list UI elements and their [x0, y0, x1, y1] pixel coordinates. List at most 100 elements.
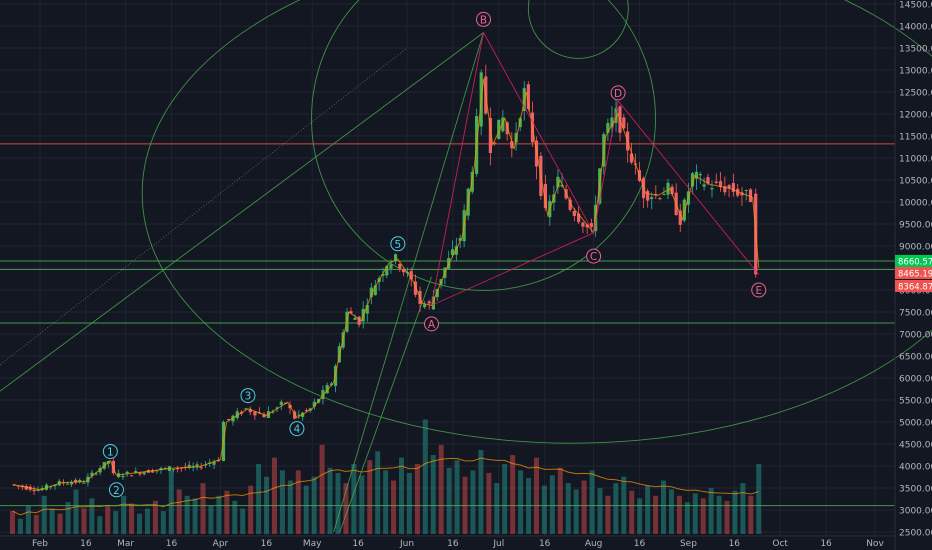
volume-bar [756, 463, 762, 534]
candle-body [365, 305, 369, 314]
x-tick-label: Feb [32, 539, 48, 549]
candle-body [718, 181, 723, 187]
candle-body [727, 185, 731, 189]
candle-body [325, 385, 329, 394]
candle-body [560, 184, 564, 187]
volume-bar [661, 480, 667, 534]
candle-body [470, 171, 474, 192]
volume-bar [216, 495, 222, 534]
y-tick-label: 14000.00 [899, 23, 932, 33]
candle-body [98, 468, 102, 473]
candle-body [646, 190, 650, 201]
candle-body [393, 254, 398, 262]
wave-label-text: 5 [395, 239, 402, 251]
volume-bar [399, 457, 405, 534]
wave-label-text: 2 [113, 485, 120, 497]
wave-label-circle [475, 11, 491, 27]
y-tick-label: 14500.00 [899, 1, 932, 11]
volume-bar [454, 460, 460, 534]
volume-bar [565, 483, 571, 534]
candle-body [142, 472, 146, 475]
volume-bar [73, 489, 79, 534]
volume-bar [581, 480, 587, 534]
fib-circle-small [527, 0, 629, 59]
volume-bars [9, 419, 762, 534]
wave-label-text: E [755, 285, 762, 297]
volume-bar [335, 472, 341, 534]
x-tick-label: 16 [166, 539, 178, 549]
candle-body [199, 467, 203, 469]
wave-label-text: C [590, 251, 597, 263]
price-axis[interactable]: 14500.00 14000.00 13500.00 13000.00 12500.00… [894, 0, 932, 550]
candle-body [70, 482, 74, 485]
candle-body [65, 483, 70, 485]
trend-drawings [0, 0, 932, 533]
candle-body [556, 176, 560, 188]
volume-bar [422, 419, 428, 534]
candle-body [24, 485, 28, 490]
candle-body [454, 246, 458, 255]
candle-body [333, 365, 338, 386]
candle-body [662, 194, 666, 196]
candle-body [622, 117, 626, 129]
volume-bar [541, 485, 547, 534]
candle-body [678, 210, 682, 225]
trend-line-2 [333, 32, 484, 533]
candle-body [349, 311, 353, 314]
wave-label-text: 4 [294, 424, 301, 436]
last-price-tag [895, 279, 932, 292]
candle-body [666, 182, 670, 195]
pattern-line [483, 32, 595, 234]
candle-body [744, 189, 748, 191]
candle-body [510, 141, 514, 149]
volume-bar [533, 457, 539, 534]
volume-bar [430, 455, 436, 534]
candle-body [493, 142, 497, 144]
candle-body [585, 224, 589, 228]
candle-body [670, 186, 674, 194]
candle-body [690, 173, 695, 187]
x-tick-label: May [303, 539, 322, 549]
volume-bar [494, 483, 500, 534]
x-tick-label: Mar [117, 539, 134, 549]
candle-body [227, 418, 231, 420]
candle-body [357, 316, 361, 325]
candle-body [94, 473, 98, 475]
y-tick-label: 6000.00 [899, 375, 932, 385]
candle-body [431, 296, 436, 310]
y-tick-label: 7500.00 [899, 309, 932, 319]
volume-bar [192, 498, 198, 534]
x-tick-label: 16 [447, 539, 459, 549]
volume-bar [152, 500, 158, 534]
fib-circle-top [311, 0, 656, 291]
candle-body [629, 153, 634, 163]
candle-body [271, 411, 275, 413]
candle-body [505, 122, 509, 135]
candle-body [710, 188, 714, 190]
y-tick-label: 3500.00 [899, 485, 932, 495]
candle-body [297, 414, 301, 416]
volume-bar [470, 470, 476, 534]
candle-body [121, 475, 125, 478]
candle-body [413, 281, 418, 295]
volume-bar [168, 470, 174, 534]
candle-body [212, 461, 216, 465]
volume-bar [708, 488, 714, 534]
y-tick-label: 11500.00 [899, 133, 932, 143]
wave-label-circle [586, 248, 602, 264]
volume-bar [406, 472, 412, 534]
candle-body [385, 266, 389, 276]
candle-body [304, 410, 309, 412]
time-axis[interactable]: Feb 16 Mar 16 Apr 16 May 16 Jun 16 Jul 16 Aug 16 Sep 16… [0, 535, 895, 549]
candle-body [706, 177, 710, 184]
volume-bar [81, 508, 87, 534]
volume-bar [17, 518, 23, 534]
volume-bar [359, 475, 365, 534]
trend-line-3 [339, 276, 432, 533]
volume-bar [319, 444, 325, 534]
y-tick-label: 9000.00 [899, 243, 932, 253]
candle-body [610, 117, 614, 128]
volume-bar [129, 503, 135, 534]
volume-bar [518, 470, 524, 534]
